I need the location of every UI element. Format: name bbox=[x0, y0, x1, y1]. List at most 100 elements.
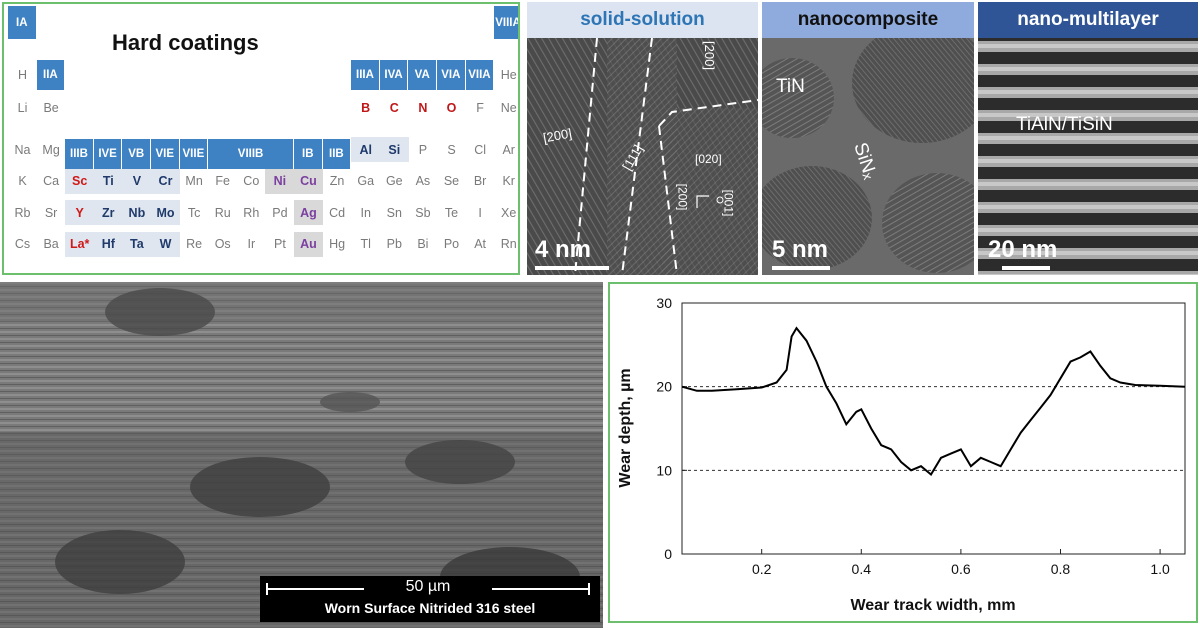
lattice-label: [020] bbox=[695, 152, 722, 166]
element-cell: F bbox=[476, 100, 484, 115]
element-cell: Si bbox=[379, 137, 409, 162]
element-cell: Re bbox=[186, 237, 203, 251]
element-cell: V bbox=[122, 168, 152, 194]
element-cell: Cs bbox=[14, 237, 31, 251]
element-cell: Li bbox=[17, 100, 28, 115]
element-cell: Bi bbox=[417, 237, 429, 251]
scale-bar bbox=[266, 588, 364, 590]
element-cell: Ru bbox=[214, 205, 231, 220]
element-cell: He bbox=[500, 67, 517, 82]
group-header: VIIE bbox=[179, 139, 209, 169]
element-cell: Pt bbox=[273, 237, 286, 251]
scale-bar-label: 50 µm bbox=[405, 578, 451, 595]
element-cell: Co bbox=[243, 174, 260, 188]
scale-bar-tick bbox=[588, 583, 590, 595]
element-cell: Sb bbox=[415, 205, 431, 220]
lattice-label: [001] bbox=[721, 189, 736, 217]
element-cell: Au bbox=[294, 231, 323, 257]
group-header: VIIA bbox=[465, 60, 495, 90]
x-axis-label: Wear track width, mm bbox=[850, 597, 1015, 614]
group-header: IVE bbox=[93, 139, 123, 169]
scale-bar-label: 5 nm bbox=[772, 236, 829, 263]
element-cell: Ca bbox=[43, 174, 60, 188]
element-cell: Ga bbox=[357, 174, 375, 188]
element-cell: Cu bbox=[294, 168, 323, 194]
tem-title: nanocomposite bbox=[762, 2, 974, 38]
wear-depth-chart: 0 10 20 30 0.2 0.4 0.6 0.8 1.0 Wear track width… bbox=[617, 295, 1186, 614]
element-cell: Rn bbox=[500, 237, 517, 251]
element-cell: Po bbox=[443, 237, 460, 251]
y-tick-label: 10 bbox=[656, 462, 672, 478]
tem-title: nano-multilayer bbox=[978, 2, 1198, 38]
element-cell: La* bbox=[65, 231, 95, 257]
element-cell: Mo bbox=[151, 200, 180, 225]
element-cell: Ir bbox=[247, 237, 256, 251]
lattice-label: [200] bbox=[675, 183, 690, 211]
element-cell: Pd bbox=[272, 205, 288, 220]
tem-title: solid-solution bbox=[527, 2, 758, 38]
periodic-table-panel: Hard coatings IA VIIIA IIA IIIA IVA VA VIA VIIA… bbox=[2, 2, 520, 275]
group-header: VIIIB bbox=[208, 139, 294, 169]
multilayer-label: TiAlN/TiSiN bbox=[1016, 114, 1113, 135]
y-axis-ticks: 0 10 20 30 bbox=[656, 295, 687, 562]
element-cell: Nb bbox=[122, 200, 152, 225]
element-cell: Kr bbox=[502, 174, 515, 188]
element-cell: I bbox=[478, 205, 482, 220]
element-cell: Be bbox=[43, 100, 59, 115]
element-cell: Sr bbox=[44, 205, 58, 220]
scale-bar bbox=[1002, 266, 1050, 270]
element-cell: Cl bbox=[474, 142, 486, 157]
element-cell: Mn bbox=[185, 174, 203, 188]
lattice-label: [200] bbox=[701, 41, 717, 70]
element-cell: Ni bbox=[265, 168, 295, 194]
element-cell: Ta bbox=[122, 231, 152, 257]
element-cell: Al bbox=[351, 137, 381, 162]
element-cell: O bbox=[437, 95, 466, 120]
element-cell: Tl bbox=[360, 237, 371, 251]
element-cell: Ti bbox=[93, 168, 123, 194]
group-header: IIIA bbox=[351, 60, 380, 90]
element-cell: Ba bbox=[43, 237, 59, 251]
scale-bar-label: 4 nm bbox=[535, 236, 592, 263]
element-cell: Pb bbox=[386, 237, 402, 251]
element-cell: K bbox=[18, 174, 27, 188]
element-cell: Ne bbox=[500, 100, 517, 115]
phase-label-tin: TiN bbox=[776, 76, 805, 97]
group-header: IIA bbox=[36, 60, 66, 90]
element-cell: Br bbox=[473, 174, 487, 188]
element-cell: Cr bbox=[151, 168, 180, 194]
group-header: IA bbox=[8, 6, 37, 39]
element-cell: B bbox=[351, 95, 381, 120]
element-cell: Xe bbox=[501, 205, 517, 220]
x-tick-label: 0.2 bbox=[752, 561, 772, 577]
element-cell: N bbox=[408, 95, 438, 120]
x-tick-label: 0.4 bbox=[852, 561, 872, 577]
scale-bar bbox=[492, 588, 590, 590]
tem-panel-nanocomposite: nanocomposite TiN SiNₓ 5 nm bbox=[762, 2, 974, 275]
sem-caption-box: 50 µm Worn Surface Nitrided 316 steel bbox=[260, 576, 600, 622]
scale-bar-label: 20 nm bbox=[988, 236, 1058, 263]
element-cell: Tc bbox=[187, 205, 201, 220]
scale-bar bbox=[535, 266, 609, 270]
group-header: VA bbox=[408, 60, 437, 90]
element-cell: Zn bbox=[329, 174, 345, 188]
element-cell: Te bbox=[444, 205, 459, 220]
x-axis-ticks: 0.2 0.4 0.6 0.8 1.0 bbox=[752, 549, 1170, 577]
element-cell: Cd bbox=[329, 205, 346, 220]
wear-profile-line bbox=[681, 326, 1186, 477]
tem-image-solid-solution bbox=[527, 38, 758, 275]
y-tick-label: 0 bbox=[664, 546, 672, 562]
element-cell: Sc bbox=[65, 168, 95, 194]
group-header: IIB bbox=[322, 139, 352, 169]
element-cell: At bbox=[474, 237, 486, 251]
element-cell: Se bbox=[443, 174, 460, 188]
wear-depth-chart-panel: 0 10 20 30 0.2 0.4 0.6 0.8 1.0 Wear track width… bbox=[608, 282, 1198, 623]
group-header: VIIIA bbox=[494, 6, 518, 39]
scale-bar-tick bbox=[266, 583, 268, 595]
element-cell: Sn bbox=[386, 205, 402, 220]
group-header: IIIB bbox=[65, 139, 94, 169]
element-cell: P bbox=[418, 142, 428, 157]
group-header: VB bbox=[122, 139, 151, 169]
plot-frame bbox=[681, 302, 1186, 555]
element-cell: Na bbox=[14, 142, 31, 157]
